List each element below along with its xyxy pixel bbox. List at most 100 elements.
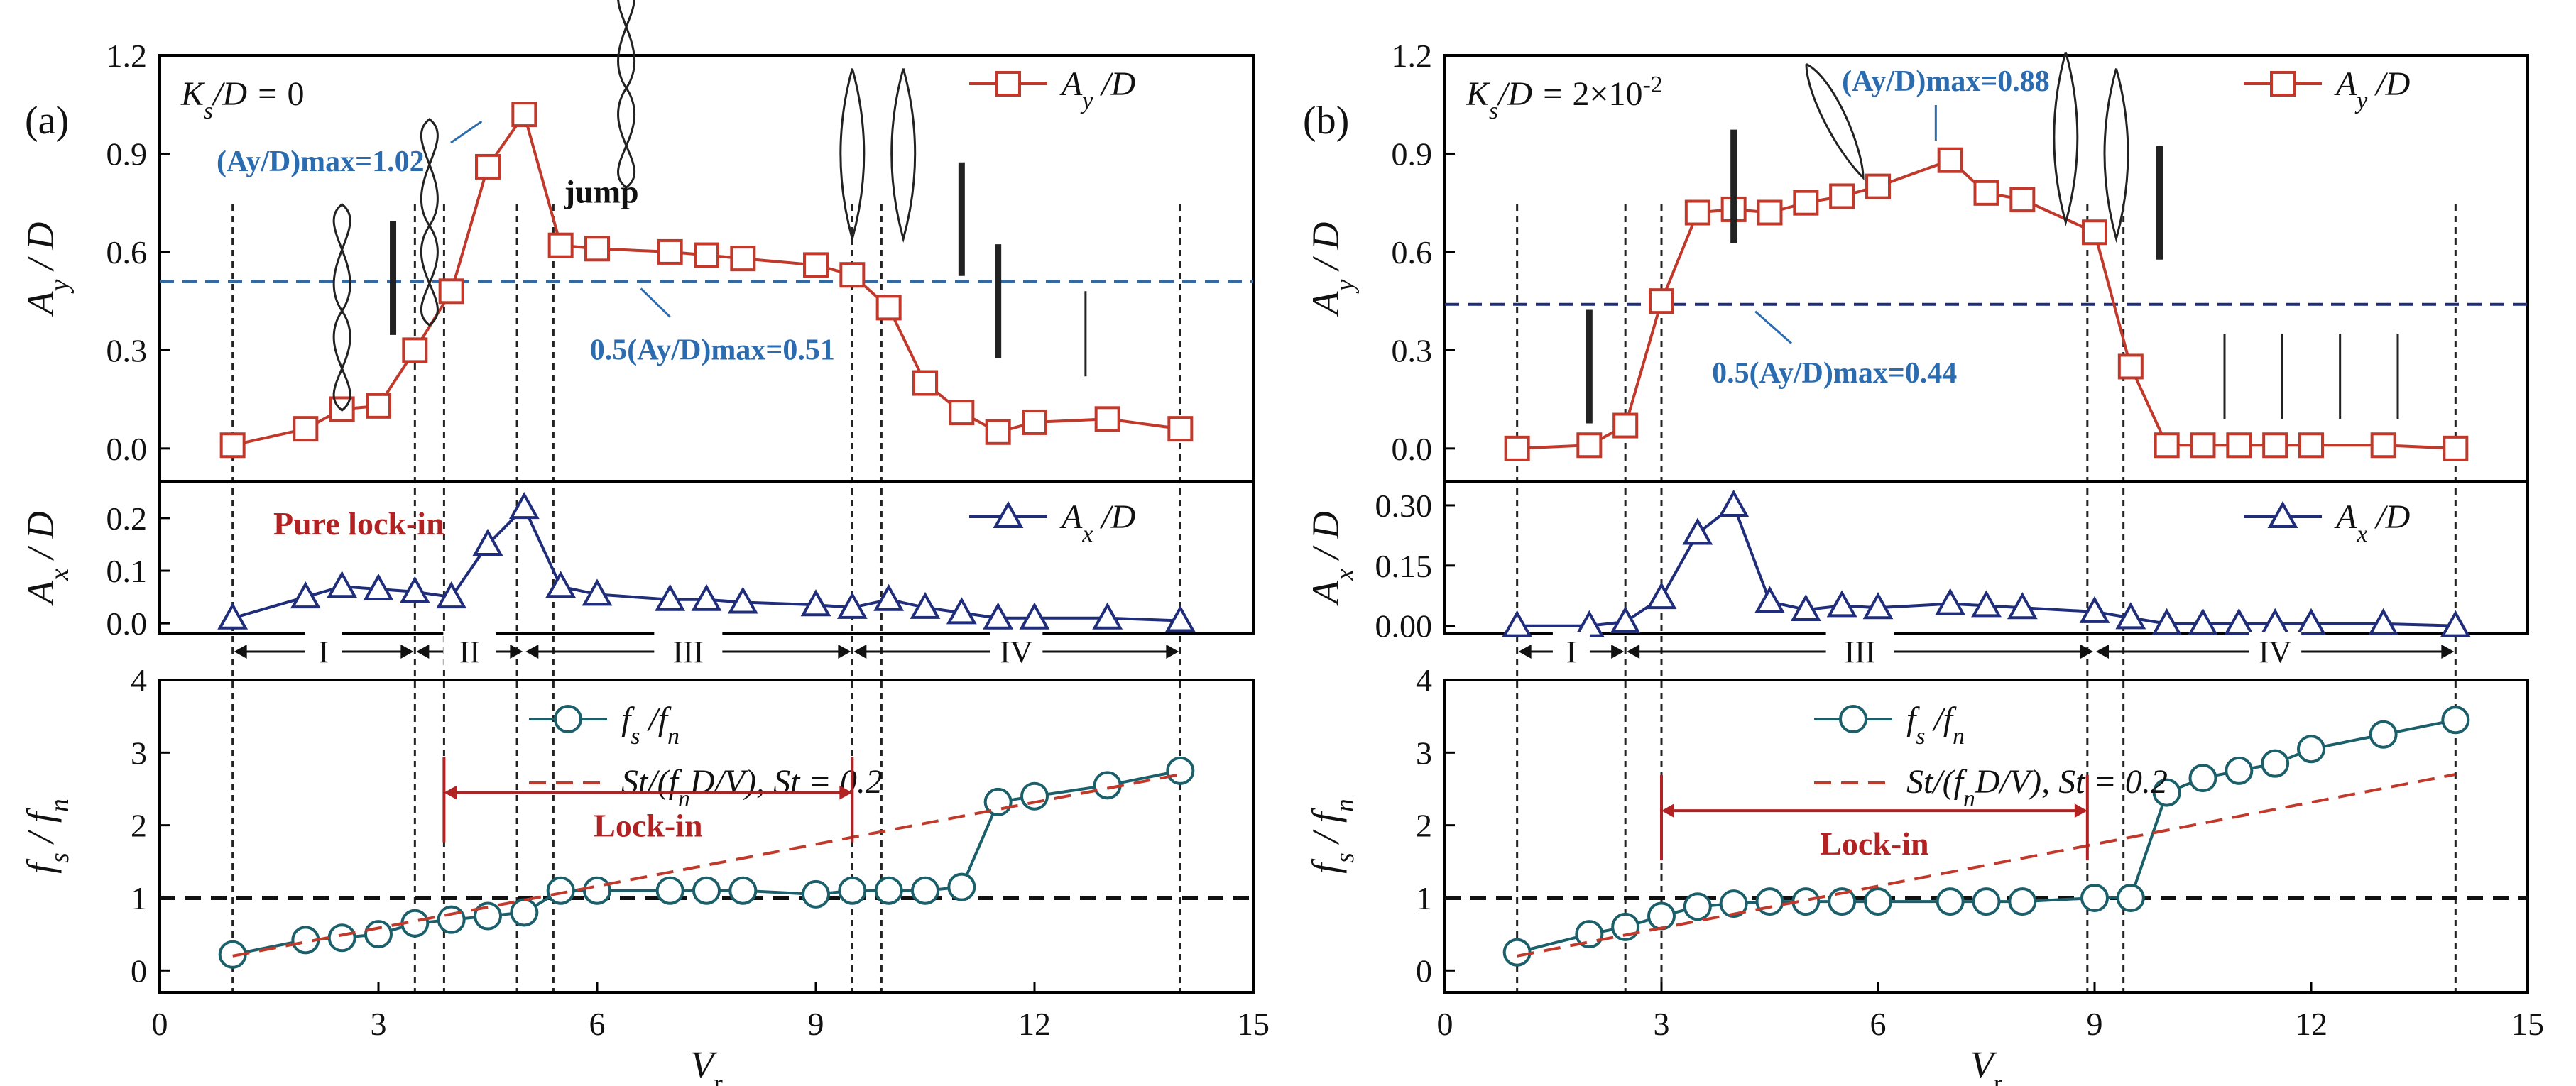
data-point: [582, 578, 613, 606]
legend-label: St/(fnD/V), St = 0.2: [1906, 763, 2168, 812]
data-point: [1166, 756, 1195, 785]
y-tick-label: 1: [131, 880, 147, 916]
data-point: [2115, 602, 2146, 630]
y-tick-label: 3: [131, 735, 147, 771]
series-line: [1517, 503, 2456, 627]
data-point: [2225, 756, 2254, 785]
data-point: [657, 238, 683, 265]
pure-lockin-annotation: Pure lock-in: [273, 505, 444, 542]
data-point: [947, 872, 976, 901]
data-point: [1167, 416, 1194, 442]
x-axis-title: Vr: [690, 1043, 723, 1086]
data-point: [1972, 887, 2001, 916]
data-point: [545, 571, 577, 598]
legend-marker: [2267, 500, 2298, 528]
region-label-bg: [2249, 632, 2302, 667]
data-point: [583, 876, 611, 905]
subplot-ax: 0.00 0.15 0.30 Ax / D Ax /D: [1304, 480, 2529, 645]
region-label-bg: [654, 632, 723, 667]
data-point: [217, 602, 249, 630]
y-tick-label: 1.2: [1392, 38, 1433, 74]
data-point: [2297, 735, 2325, 764]
data-point: [694, 242, 719, 268]
x-tick-label: 6: [589, 1006, 606, 1042]
data-point: [1022, 409, 1047, 435]
plot-frame: [1443, 480, 2529, 635]
region-label-bg: [305, 632, 342, 667]
data-point: [1610, 605, 1641, 634]
y-tick-label: 0: [131, 953, 147, 989]
arrow-head: [2096, 645, 2109, 659]
data-point: [839, 262, 866, 288]
data-point: [1973, 180, 1999, 206]
arrow-head: [525, 645, 539, 659]
data-point: [546, 876, 575, 905]
series-line: [232, 505, 1181, 622]
strouhal-line: [232, 773, 1181, 958]
data-point: [363, 573, 394, 600]
data-point: [1718, 489, 1750, 517]
data-point: [2368, 608, 2399, 635]
param-label: Ks/D = 0: [180, 75, 304, 124]
trajectory-sketch: [1805, 62, 1865, 180]
data-point: [1862, 592, 1894, 620]
data-point: [655, 583, 686, 611]
data-point: [436, 581, 467, 609]
data-point: [2151, 608, 2183, 635]
y-tick-label: 0: [1416, 953, 1432, 989]
legend-label: Ay /D: [1059, 65, 1135, 114]
panel-label: (a): [25, 99, 69, 143]
data-point: [1612, 412, 1639, 439]
data-point: [2261, 749, 2290, 778]
data-point: [949, 400, 975, 426]
lockin-label: Lock-in: [1820, 826, 1928, 862]
data-point: [1935, 588, 1966, 615]
x-tick-label: 0: [1437, 1006, 1453, 1042]
subplot-ay: 0.0 0.3 0.6 0.9 1.2 Ay / D Ay /D: [19, 38, 1255, 483]
data-point: [2369, 720, 2398, 749]
y-tick-label: 2: [131, 808, 147, 844]
legend-label: fs /fn: [1906, 701, 1965, 750]
series-line: [232, 769, 1181, 956]
y-axis-title: Ax / D: [1304, 511, 1360, 606]
region-label: II: [459, 635, 480, 669]
plot-frame: [158, 679, 1255, 994]
region-label-bg: [990, 632, 1043, 667]
legend-marker: [554, 705, 582, 733]
arrow-head: [2074, 803, 2087, 818]
data-point: [1757, 199, 1783, 226]
data-point: [2009, 187, 2036, 213]
annotation-arrow: [1754, 310, 1792, 344]
data-point: [2008, 887, 2037, 916]
arrow-head: [1627, 645, 1640, 659]
data-point: [2296, 608, 2327, 635]
lockin-label: Lock-in: [594, 808, 702, 844]
data-point: [2226, 432, 2252, 459]
data-point: [399, 576, 430, 603]
data-point: [730, 246, 756, 272]
data-point: [2079, 596, 2110, 623]
region-label: IV: [2259, 635, 2292, 669]
data-point: [2188, 608, 2218, 635]
data-point: [838, 876, 867, 905]
max-annotation: (Ay/D)max=1.02: [217, 146, 425, 178]
data-point: [691, 583, 722, 611]
param-label: Ks/D = 2×10-2: [1466, 72, 1663, 124]
data-point: [1865, 173, 1891, 199]
trajectory-sketch: [332, 203, 351, 412]
y-axis-title: Ay / D: [1304, 222, 1360, 317]
y-axis-title: Ay / D: [19, 222, 75, 317]
y-tick-label: 0.00: [1375, 608, 1433, 645]
data-point: [2223, 608, 2254, 635]
data-point: [1719, 889, 1748, 918]
x-tick-label: 12: [2295, 1006, 2327, 1042]
data-point: [836, 591, 868, 619]
trajectory-sketch: [2053, 51, 2079, 227]
arrow-head: [838, 645, 851, 659]
data-point: [1019, 602, 1050, 630]
data-point: [511, 102, 537, 128]
legend-marker: [2270, 71, 2296, 97]
data-point: [910, 591, 941, 619]
data-point: [2440, 610, 2471, 637]
y-axis-title: fs / fn: [19, 799, 75, 874]
